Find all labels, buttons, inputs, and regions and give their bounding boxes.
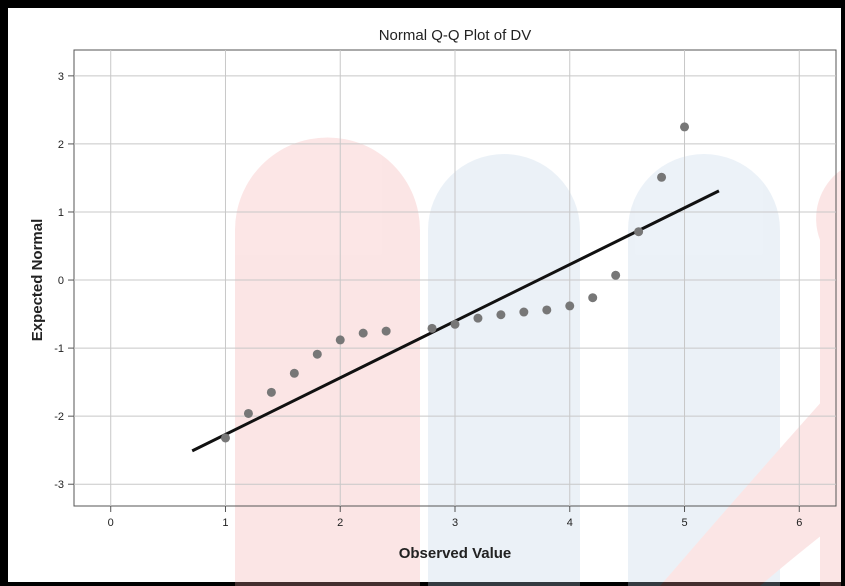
y-tick-label: 3 [58,71,64,83]
y-axis-label: Expected Normal [29,219,46,342]
x-tick-label: 0 [108,517,114,529]
point [358,328,368,338]
point [611,270,621,280]
y-tick-label: -3 [54,479,64,491]
watermark [235,137,841,586]
point [519,307,529,317]
background [8,8,841,582]
x-tick-label: 6 [796,517,802,529]
point [657,172,667,182]
y-tick-label: 2 [58,139,64,151]
point [427,323,437,333]
y-tick-label: 1 [58,207,64,219]
point [473,313,483,323]
y-tick-label: -2 [54,411,64,423]
point [381,326,391,336]
x-axis-label: Observed Value [399,545,512,562]
point [542,305,552,315]
x-tick-label: 1 [222,517,228,529]
point [220,433,230,443]
chart-title: Normal Q-Q Plot of DV [379,27,532,44]
point [289,368,299,378]
y-tick-label: 0 [58,275,64,287]
x-tick-label: 3 [452,517,458,529]
x-tick-label: 4 [567,517,573,529]
point [243,408,253,418]
x-tick-label: 2 [337,517,343,529]
point [266,387,276,397]
x-tick-label: 5 [681,517,687,529]
point [312,349,322,359]
point [335,335,345,345]
point [634,227,644,237]
y-tick-label: -1 [54,343,64,355]
point [680,122,690,132]
point [450,319,460,329]
point [496,310,506,320]
point [565,301,575,311]
point [588,293,598,303]
